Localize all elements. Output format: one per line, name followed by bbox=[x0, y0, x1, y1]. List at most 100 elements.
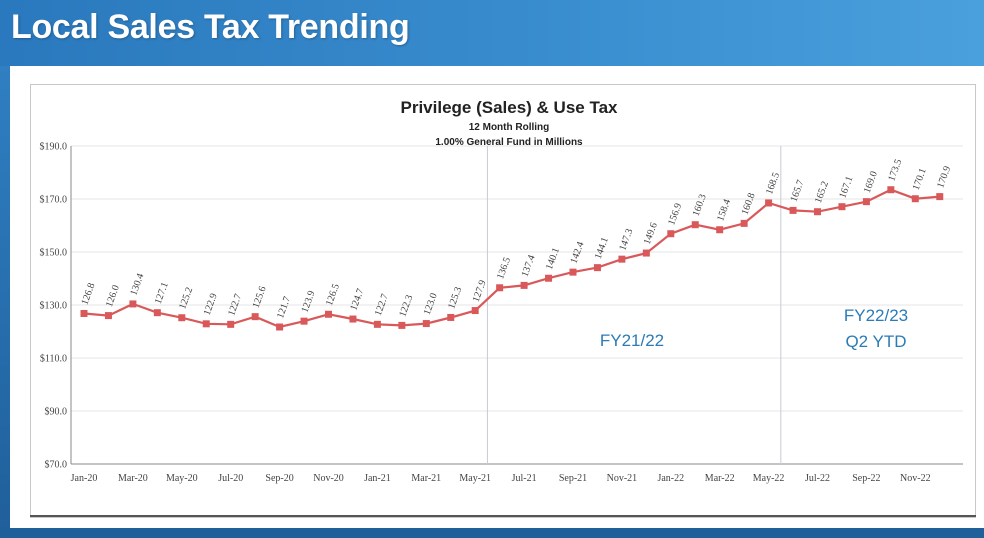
data-point-marker bbox=[765, 199, 773, 207]
data-point-marker bbox=[471, 307, 479, 315]
slide-title: Local Sales Tax Trending bbox=[11, 8, 410, 46]
data-point-marker bbox=[716, 226, 724, 234]
data-label: 123.0 bbox=[422, 292, 440, 317]
left-accent-bar bbox=[0, 66, 10, 538]
sales-tax-line-chart: Privilege (Sales) & Use Tax 12 Month Rol… bbox=[40, 98, 963, 484]
y-tick-label: $90.0 bbox=[45, 407, 68, 418]
x-tick-label: Sep-22 bbox=[852, 473, 880, 484]
x-tick-label: Sep-21 bbox=[559, 473, 587, 484]
data-point-marker bbox=[178, 314, 186, 322]
data-label: 147.3 bbox=[617, 227, 635, 252]
y-tick-label: $70.0 bbox=[45, 460, 68, 471]
x-tick-label: Nov-21 bbox=[607, 473, 638, 484]
x-tick-label: Jan-20 bbox=[71, 473, 98, 484]
data-point-marker bbox=[642, 249, 650, 257]
x-tick-label: May-21 bbox=[459, 473, 491, 484]
y-tick-label: $130.0 bbox=[40, 301, 68, 312]
x-tick-label: Jan-21 bbox=[364, 473, 391, 484]
data-label: 160.3 bbox=[691, 193, 709, 218]
data-labels: 126.8 126.0 130.4 127.1 125.2 122.9 122.7 125.6… bbox=[79, 158, 953, 320]
data-label: 169.0 bbox=[862, 170, 880, 195]
data-label: 142.4 bbox=[568, 240, 586, 265]
data-label: 170.9 bbox=[935, 165, 953, 190]
bottom-bar bbox=[0, 528, 984, 538]
data-label: 165.2 bbox=[813, 180, 831, 205]
x-tick-label: Mar-22 bbox=[705, 473, 735, 484]
data-label: 144.1 bbox=[593, 236, 611, 261]
data-point-marker bbox=[398, 321, 406, 329]
chart-subtitle-fund: 1.00% General Fund in Millions bbox=[435, 137, 583, 148]
data-label: 125.6 bbox=[251, 285, 269, 310]
data-point-marker bbox=[227, 320, 235, 328]
data-point-marker bbox=[153, 309, 161, 317]
data-point-marker bbox=[618, 255, 626, 263]
slide-header: Local Sales Tax Trending bbox=[0, 0, 984, 66]
data-label: 168.5 bbox=[764, 171, 782, 196]
data-label: 137.4 bbox=[520, 254, 538, 279]
data-point-marker bbox=[349, 315, 357, 323]
x-tick-label: Jul-22 bbox=[805, 473, 830, 484]
x-tick-label: Mar-21 bbox=[411, 473, 441, 484]
data-point-marker bbox=[593, 264, 601, 272]
annotation-q2-ytd: Q2 YTD bbox=[845, 332, 906, 351]
data-label: 123.9 bbox=[300, 289, 318, 314]
x-tick-label: May-22 bbox=[753, 473, 785, 484]
annotation-fy21-22: FY21/22 bbox=[600, 331, 664, 350]
data-label: 149.6 bbox=[642, 221, 660, 246]
data-point-marker bbox=[936, 193, 944, 201]
x-tick-label: Nov-22 bbox=[900, 473, 931, 484]
data-label: 126.5 bbox=[324, 282, 342, 307]
x-tick-label: Jul-21 bbox=[512, 473, 537, 484]
chart-title: Privilege (Sales) & Use Tax bbox=[400, 98, 618, 117]
data-point-marker bbox=[422, 320, 430, 328]
data-point-marker bbox=[740, 219, 748, 227]
chart-subtitle-rolling: 12 Month Rolling bbox=[469, 122, 550, 133]
data-label: 122.9 bbox=[202, 292, 220, 317]
data-point-marker bbox=[667, 230, 675, 238]
data-label: 130.4 bbox=[128, 272, 146, 297]
data-label: 121.7 bbox=[275, 295, 293, 320]
data-point-marker bbox=[496, 284, 504, 292]
y-tick-label: $110.0 bbox=[40, 354, 67, 365]
data-point-marker bbox=[129, 300, 137, 308]
y-axis: $70.0 $90.0 $110.0 $130.0 $150.0 $170.0 $190.0 bbox=[40, 142, 72, 471]
x-tick-label: Mar-20 bbox=[118, 473, 148, 484]
frame-bottom-rule bbox=[30, 515, 976, 517]
data-label: 156.9 bbox=[666, 202, 684, 227]
data-label: 125.2 bbox=[177, 286, 195, 311]
fiscal-year-dividers bbox=[486, 146, 782, 464]
grid-lines bbox=[71, 145, 963, 465]
x-tick-label: Jul-20 bbox=[218, 473, 243, 484]
data-label: 173.5 bbox=[886, 158, 904, 183]
data-label: 127.1 bbox=[153, 281, 171, 306]
series-line bbox=[83, 188, 940, 329]
data-point-marker bbox=[104, 312, 112, 320]
x-axis: Jan-20 Mar-20 May-20 Jul-20 Sep-20 Nov-20 Jan-… bbox=[71, 473, 931, 484]
data-point-marker bbox=[300, 317, 308, 325]
y-tick-label: $190.0 bbox=[40, 142, 68, 153]
data-label: 124.7 bbox=[348, 287, 366, 312]
data-label: 167.1 bbox=[837, 175, 855, 200]
data-label: 170.1 bbox=[911, 167, 929, 192]
data-point-marker bbox=[862, 198, 870, 206]
data-label: 136.5 bbox=[495, 256, 513, 281]
data-point-marker bbox=[447, 313, 455, 321]
data-point-marker bbox=[202, 320, 210, 328]
x-tick-label: Nov-20 bbox=[313, 473, 344, 484]
data-point-marker bbox=[789, 206, 797, 214]
x-tick-label: Sep-20 bbox=[265, 473, 293, 484]
data-point-marker bbox=[814, 208, 821, 216]
data-label: 158.4 bbox=[715, 198, 733, 223]
data-point-marker bbox=[373, 320, 381, 328]
data-label: 160.8 bbox=[740, 192, 758, 217]
y-tick-label: $150.0 bbox=[40, 248, 68, 259]
data-label: 126.8 bbox=[79, 282, 97, 307]
x-tick-label: May-20 bbox=[166, 473, 198, 484]
x-tick-label: Jan-22 bbox=[657, 473, 684, 484]
series-markers bbox=[80, 186, 944, 331]
data-point-marker bbox=[251, 313, 259, 321]
data-label: 125.3 bbox=[446, 286, 464, 311]
data-point-marker bbox=[911, 195, 919, 203]
data-label: 122.3 bbox=[397, 294, 415, 319]
y-tick-label: $170.0 bbox=[40, 195, 68, 206]
